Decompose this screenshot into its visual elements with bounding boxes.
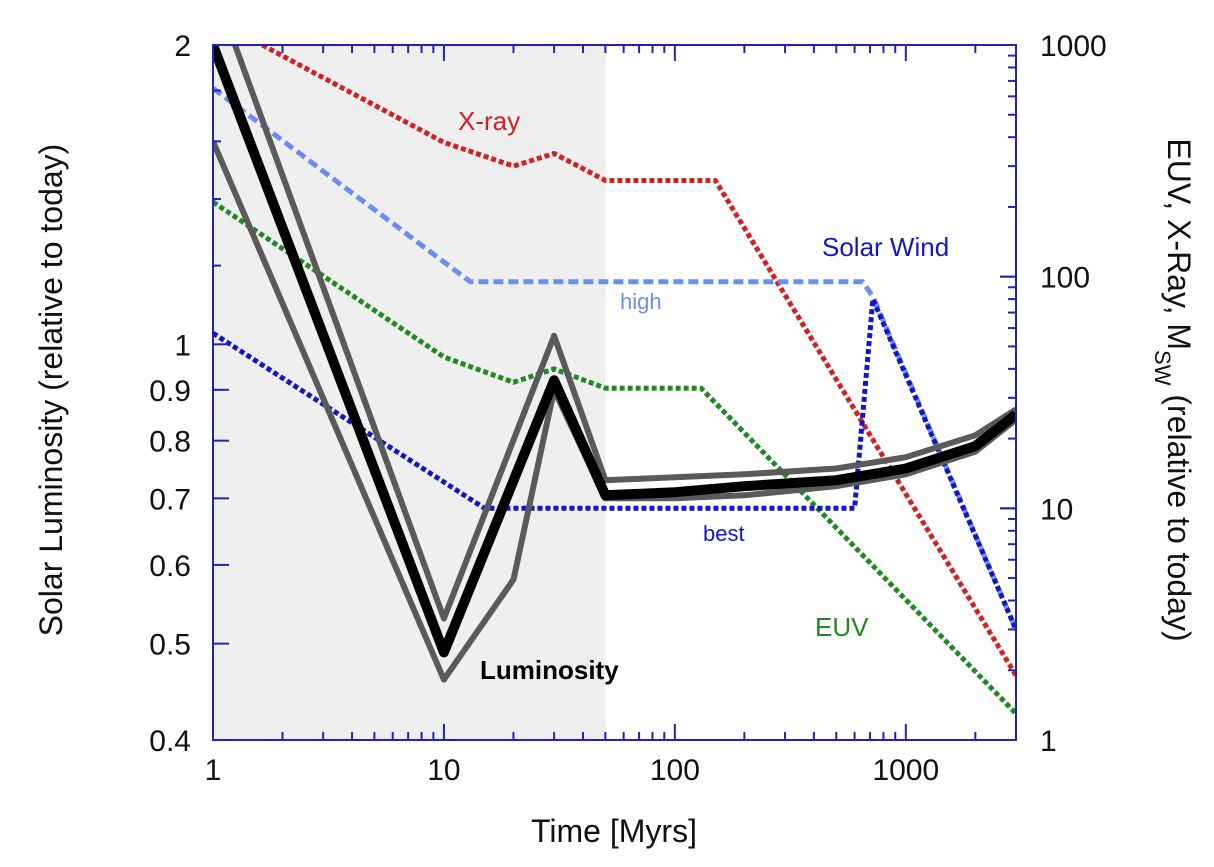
x-axis-title: Time [Myrs] <box>531 813 697 849</box>
y-left-tick-label: 0.9 <box>149 375 191 408</box>
annotation-high: high <box>620 289 662 314</box>
y-right-tick-label: 10 <box>1040 493 1073 526</box>
y-left-tick-label: 0.8 <box>149 426 191 459</box>
annotation-xray: X-ray <box>458 106 520 136</box>
x-tick-label: 100 <box>650 754 700 787</box>
y-axis-left-title: Solar Luminosity (relative to today) <box>33 144 69 637</box>
annotation-euv: EUV <box>815 612 869 642</box>
x-tick-label: 10 <box>427 754 460 787</box>
label-layer: 1 10 100 1000 2 1 0.9 0.8 0.7 0.6 0.5 0.4 1000 100 10 1 <box>149 30 1106 787</box>
plot-frame <box>212 44 1017 741</box>
series-xray <box>256 45 1016 677</box>
y-left-tick-label: 2 <box>174 30 191 63</box>
x-tick-label: 1000 <box>872 754 939 787</box>
series-euv <box>213 199 1016 716</box>
y-left-tick-label: 0.7 <box>149 483 191 516</box>
series-lum-low <box>213 140 1016 683</box>
y-axis-right-title: EUV, X-Ray, MSW (relative to today) <box>1151 138 1198 641</box>
y-left-tick-label: 0.5 <box>149 629 191 662</box>
y-right-tick-label: 1000 <box>1040 30 1107 63</box>
y-right-tick-label: 1 <box>1040 725 1057 758</box>
y-left-tick-label: 0.4 <box>149 725 191 758</box>
series-layer <box>213 45 1016 716</box>
y-left-tick-label: 1 <box>174 329 191 362</box>
annotation-luminosity: Luminosity <box>480 655 619 685</box>
y-axis-right-title-part2: (relative to today) <box>1161 385 1197 641</box>
y-axis-right-title-subscript: SW <box>1151 350 1176 386</box>
y-axis-right-title-part1: EUV, X-Ray, M <box>1161 138 1197 350</box>
y-left-tick-label: 0.6 <box>149 550 191 583</box>
series-lum-high <box>231 45 1016 622</box>
annotation-solar-wind: Solar Wind <box>822 232 949 262</box>
y-right-tick-label: 100 <box>1040 262 1090 295</box>
x-tick-label: 1 <box>205 754 222 787</box>
series-wind-high <box>213 86 1016 631</box>
axis-layer <box>212 44 1017 741</box>
annotation-best: best <box>703 521 745 546</box>
series-lum <box>213 45 1016 658</box>
